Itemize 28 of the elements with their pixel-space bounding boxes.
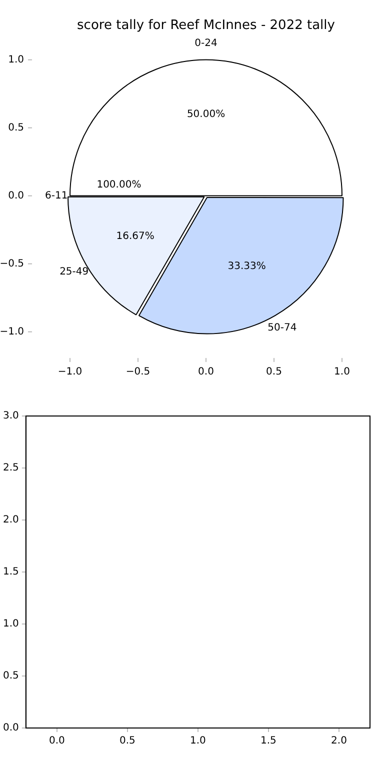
data-label: 16.67% xyxy=(116,231,154,242)
text: −1.0 xyxy=(0,326,24,338)
text: −0.5 xyxy=(0,258,24,270)
data-label: 33.33% xyxy=(228,261,266,272)
x-tick-label: 0.5 xyxy=(119,736,136,747)
text: 6-11 xyxy=(45,190,68,202)
y-tick-label: 0.5 xyxy=(2,670,19,682)
text: 0.5 xyxy=(266,366,282,378)
y-tick-label: 1.0 xyxy=(2,618,19,630)
x-tick-label: 1.5 xyxy=(260,736,276,747)
slice-label: 50-74 xyxy=(268,322,297,334)
chart-title: score tally for Reef McInnes - 2022 tally xyxy=(77,18,336,34)
y-tick-label: 3.0 xyxy=(2,410,19,422)
x-tick-label: 1.0 xyxy=(190,736,206,747)
slice-label: 0-24 xyxy=(194,38,218,50)
y-tick-label: 2.0 xyxy=(2,514,19,526)
y-tick-label: 0.0 xyxy=(2,722,19,734)
text: −0.5 xyxy=(126,366,150,378)
slice-label: 25-49 xyxy=(60,266,89,278)
text: 0.0 xyxy=(198,366,214,378)
y-tick-label: 2.5 xyxy=(2,462,19,474)
y-tick-label: 1.5 xyxy=(2,566,19,578)
text: −1.0 xyxy=(58,366,82,378)
data-label: 50.00% xyxy=(186,108,226,120)
text: 1.0 xyxy=(334,366,350,378)
text: 100.00% xyxy=(96,180,142,191)
x-tick-label: 2.0 xyxy=(331,736,347,747)
x-tick-label: 0.0 xyxy=(48,736,65,747)
